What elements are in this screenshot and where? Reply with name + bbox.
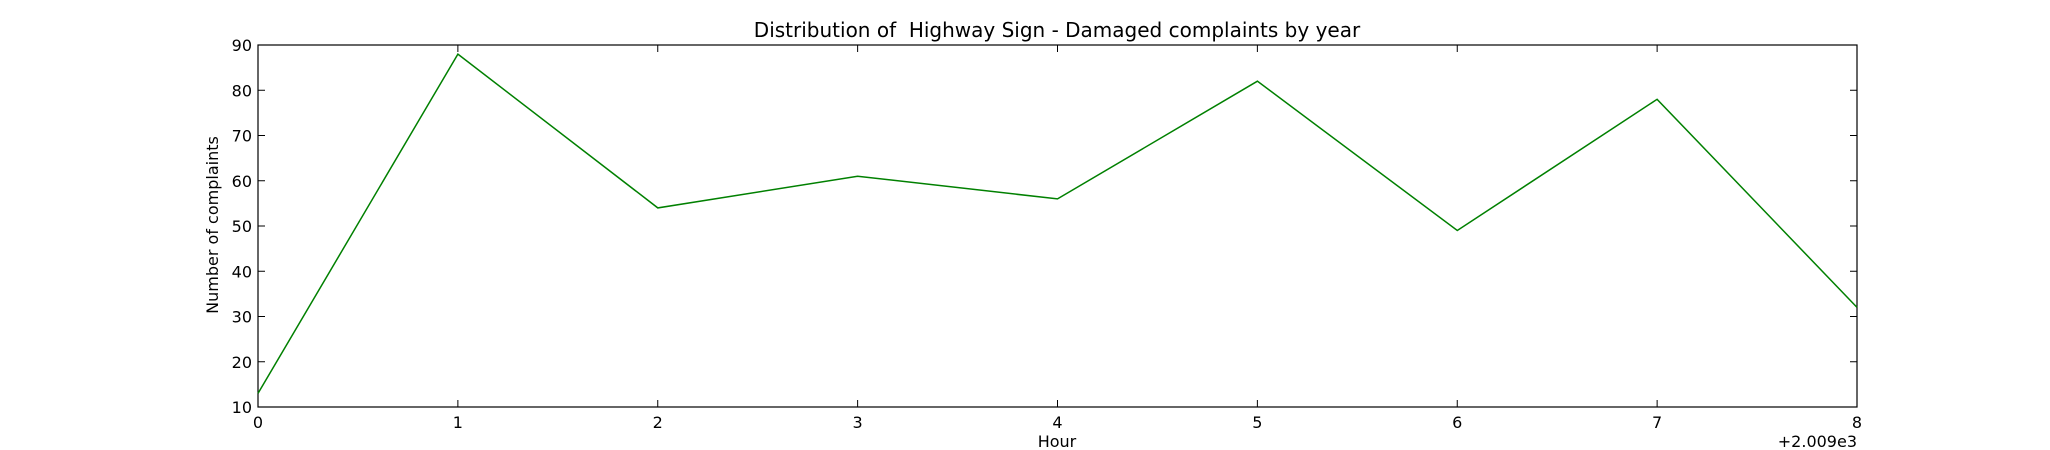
series-line [257,52,1858,394]
y-tick-label: 70 [232,127,252,146]
plot-area [257,44,1858,408]
x-tick-label: 2 [653,413,663,432]
series-layer [257,52,1858,394]
y-tick-label: 40 [232,262,252,281]
x-tick-label: 1 [453,413,463,432]
x-axis: 0 1 2 3 4 5 6 7 8 [253,45,1862,432]
y-axis: 10 20 30 40 50 60 70 80 90 [232,36,1857,417]
y-tick-label: 80 [232,81,252,100]
y-tick-label: 90 [232,36,252,55]
x-tick-label: 6 [1452,413,1462,432]
plot-frame [257,44,1858,408]
x-tick-label: 4 [1052,413,1062,432]
y-tick-label: 30 [232,308,252,327]
x-tick-label: 0 [253,413,263,432]
x-tick-label: 8 [1852,413,1862,432]
x-tick-label: 5 [1252,413,1262,432]
x-tick-label: 3 [853,413,863,432]
x-axis-label: Hour [1038,432,1077,450]
chart-title: Distribution of Highway Sign - Damaged c… [754,18,1361,42]
x-tick-label: 7 [1652,413,1662,432]
y-tick-label: 50 [232,217,252,236]
x-axis-offset-label: +2.009e3 [1778,432,1857,450]
y-tick-label: 60 [232,172,252,191]
y-axis-label: Number of complaints [203,136,222,314]
y-tick-label: 10 [232,398,252,417]
y-tick-label: 20 [232,353,252,372]
